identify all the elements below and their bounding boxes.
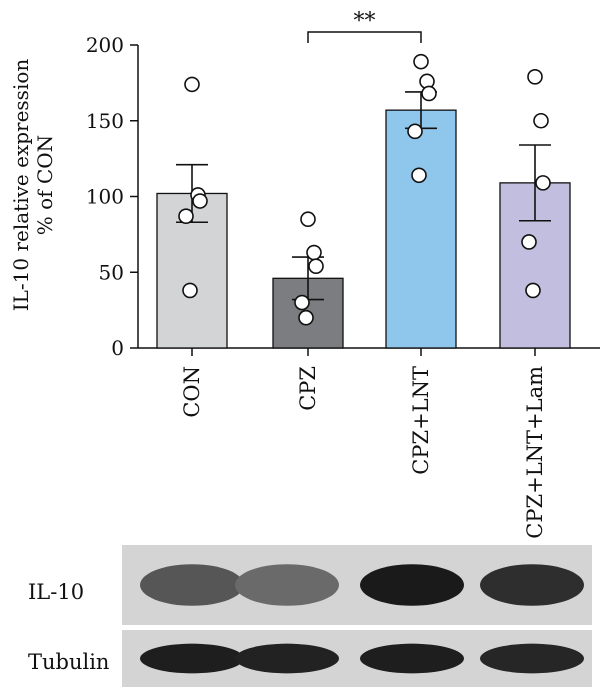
chart-bars: [156, 109, 571, 349]
y-axis-label-line1: IL-10 relative expression: [9, 59, 33, 312]
x-tick-label: CPZ: [296, 366, 320, 411]
data-point: [421, 85, 437, 102]
bar: [385, 109, 457, 349]
y-tick-label: 150: [86, 109, 124, 133]
data-point: [407, 123, 423, 140]
y-tick-label: 100: [86, 185, 124, 209]
blot-band: [480, 564, 584, 606]
data-point: [413, 53, 429, 70]
data-point: [525, 282, 541, 299]
x-tick-label: CPZ+LNT+Lam: [523, 366, 547, 539]
blot-strip-il10: [122, 545, 592, 625]
data-point: [294, 294, 310, 311]
blot-band: [235, 564, 339, 606]
y-tick-label: 50: [99, 260, 124, 284]
data-point: [178, 208, 194, 224]
blot-band: [140, 564, 244, 606]
blot-band: [360, 643, 464, 674]
data-point: [308, 258, 324, 274]
blot-band: [140, 643, 244, 674]
blot-label-tubulin: Tubulin: [28, 650, 110, 674]
blot-label-il10: IL-10: [28, 580, 85, 604]
y-tick-label: 0: [111, 336, 124, 360]
blot-strip-tubulin: [122, 630, 592, 687]
significance-bracket: [307, 31, 422, 43]
data-point: [535, 175, 551, 191]
data-point: [192, 193, 208, 209]
x-tick-labels: CON CPZ CPZ+LNT CPZ+LNT+Lam: [180, 366, 547, 539]
data-point: [527, 69, 543, 85]
y-axis-label-2: % of CON: [33, 135, 57, 235]
x-tick-label: CON: [180, 366, 204, 418]
data-point: [182, 282, 198, 299]
chart-error-bars: [176, 91, 551, 301]
y-axis-label: IL-10 relative expression: [9, 59, 33, 312]
data-point: [300, 211, 316, 228]
blot-band: [360, 564, 464, 606]
data-point: [184, 76, 200, 93]
y-axis-label-line2: % of CON: [33, 135, 57, 235]
significance-annotation: **: [307, 9, 422, 43]
blot-band: [480, 643, 584, 674]
data-point: [298, 309, 314, 326]
chart-points: [178, 53, 551, 326]
data-point: [306, 244, 322, 261]
data-point: [521, 234, 537, 250]
x-tick-label: CPZ+LNT: [409, 366, 433, 475]
data-point: [533, 112, 549, 129]
il10-bar-chart: 0 50 100 150 200 ** CON CPZ CPZ+LNT CPZ+LNT+Lam…: [9, 9, 600, 539]
blot-band: [235, 643, 339, 674]
y-tick-label: 200: [86, 33, 124, 57]
data-point: [411, 167, 427, 184]
significance-label: **: [354, 9, 376, 34]
bar: [156, 192, 228, 349]
